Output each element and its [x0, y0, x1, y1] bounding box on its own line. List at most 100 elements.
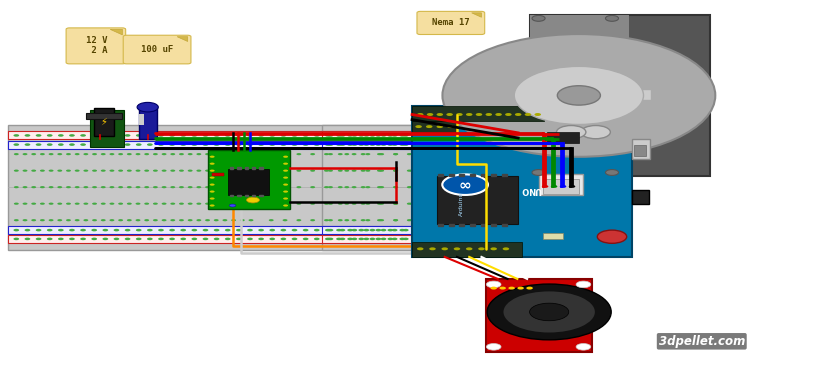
- Circle shape: [481, 134, 486, 137]
- Circle shape: [197, 219, 202, 221]
- Bar: [547, 132, 579, 143]
- Bar: [86, 113, 122, 119]
- Circle shape: [366, 153, 370, 155]
- Circle shape: [515, 113, 521, 116]
- Circle shape: [92, 186, 97, 188]
- Circle shape: [576, 344, 591, 350]
- Circle shape: [158, 143, 164, 146]
- Circle shape: [486, 281, 501, 288]
- Circle shape: [400, 143, 406, 146]
- Circle shape: [24, 134, 30, 137]
- Circle shape: [240, 186, 245, 188]
- Circle shape: [162, 219, 166, 221]
- Circle shape: [364, 143, 369, 146]
- Circle shape: [366, 186, 370, 188]
- Circle shape: [336, 238, 342, 240]
- Circle shape: [269, 229, 275, 232]
- Circle shape: [424, 229, 429, 232]
- Circle shape: [205, 186, 210, 188]
- Bar: [437, 176, 518, 224]
- Circle shape: [481, 229, 486, 232]
- Circle shape: [49, 219, 54, 221]
- Circle shape: [268, 219, 273, 221]
- Text: 100 uF: 100 uF: [140, 45, 173, 54]
- Bar: [90, 110, 124, 147]
- Circle shape: [247, 229, 253, 232]
- Circle shape: [597, 230, 627, 243]
- Circle shape: [437, 113, 443, 116]
- Circle shape: [113, 229, 119, 232]
- Bar: [632, 139, 650, 159]
- Circle shape: [377, 186, 382, 188]
- Circle shape: [314, 143, 320, 146]
- Bar: [449, 174, 454, 176]
- Circle shape: [197, 203, 202, 205]
- Circle shape: [475, 153, 480, 155]
- Circle shape: [470, 229, 476, 232]
- Text: ∞: ∞: [459, 177, 472, 192]
- Circle shape: [557, 86, 601, 105]
- Circle shape: [126, 203, 131, 205]
- Circle shape: [40, 170, 45, 172]
- Bar: [438, 174, 443, 176]
- Circle shape: [499, 287, 506, 290]
- Circle shape: [258, 229, 264, 232]
- Bar: [94, 108, 114, 136]
- Circle shape: [282, 153, 287, 155]
- Circle shape: [338, 186, 343, 188]
- Circle shape: [429, 247, 436, 250]
- Circle shape: [283, 177, 288, 179]
- Circle shape: [437, 238, 442, 240]
- Circle shape: [268, 153, 273, 155]
- Bar: [543, 179, 579, 194]
- Circle shape: [491, 203, 496, 205]
- Circle shape: [325, 229, 330, 232]
- Bar: [8, 141, 514, 149]
- Circle shape: [470, 238, 476, 240]
- Circle shape: [447, 238, 453, 240]
- Bar: [322, 235, 518, 243]
- Circle shape: [370, 134, 375, 137]
- Circle shape: [400, 134, 406, 137]
- Bar: [629, 89, 650, 100]
- Circle shape: [31, 219, 36, 221]
- Circle shape: [377, 219, 382, 221]
- Circle shape: [66, 203, 71, 205]
- Circle shape: [447, 143, 453, 146]
- Circle shape: [339, 143, 345, 146]
- Text: UNO: UNO: [520, 185, 541, 194]
- Circle shape: [344, 186, 349, 188]
- Circle shape: [483, 238, 489, 240]
- Circle shape: [23, 170, 28, 172]
- Circle shape: [229, 204, 236, 207]
- Circle shape: [58, 238, 64, 240]
- Bar: [139, 114, 144, 125]
- Circle shape: [336, 134, 342, 137]
- Circle shape: [113, 134, 119, 137]
- Circle shape: [361, 170, 366, 172]
- Circle shape: [291, 238, 297, 240]
- Circle shape: [476, 219, 481, 221]
- Circle shape: [576, 281, 591, 288]
- Circle shape: [205, 219, 210, 221]
- Circle shape: [57, 153, 62, 155]
- Circle shape: [476, 153, 481, 155]
- Circle shape: [508, 229, 512, 232]
- Bar: [230, 195, 233, 196]
- Circle shape: [214, 238, 220, 240]
- Circle shape: [223, 153, 228, 155]
- Circle shape: [118, 186, 123, 188]
- Circle shape: [470, 134, 476, 137]
- Circle shape: [495, 134, 501, 137]
- Circle shape: [447, 134, 453, 137]
- FancyBboxPatch shape: [417, 11, 485, 34]
- Circle shape: [328, 134, 334, 137]
- Circle shape: [24, 238, 30, 240]
- Circle shape: [249, 170, 254, 172]
- Circle shape: [379, 186, 384, 188]
- Circle shape: [442, 203, 447, 205]
- Circle shape: [379, 203, 384, 205]
- Circle shape: [352, 229, 357, 232]
- Circle shape: [483, 134, 489, 137]
- Circle shape: [75, 186, 80, 188]
